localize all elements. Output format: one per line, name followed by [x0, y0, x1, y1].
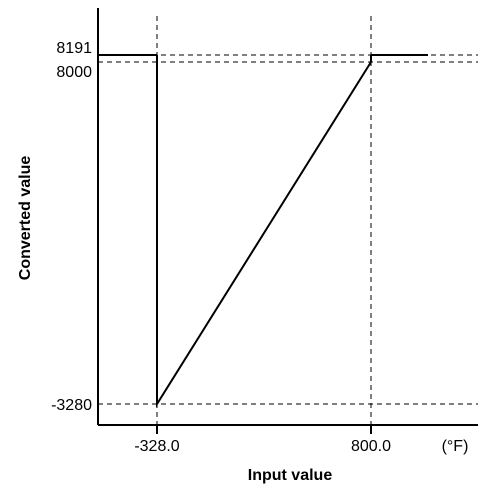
x-tick-label: 800.0 [351, 438, 391, 455]
characteristic-line [156, 55, 372, 408]
x-tick-label: -328.0 [134, 438, 179, 455]
x-unit-label: (°F) [442, 438, 469, 455]
x-axis-title: Input value [248, 467, 333, 484]
series-group [98, 54, 428, 408]
tick-marks [156, 425, 372, 434]
y-axis-title: Converted value [17, 156, 34, 281]
axes [97, 8, 478, 426]
tick-labels: 8191 8000 -3280 -328.0 800.0 [51, 40, 391, 455]
y-tick-label: -3280 [51, 397, 92, 414]
reference-lines [98, 16, 478, 425]
y-tick-label: 8000 [56, 64, 92, 81]
y-tick-label: 8191 [56, 40, 92, 57]
